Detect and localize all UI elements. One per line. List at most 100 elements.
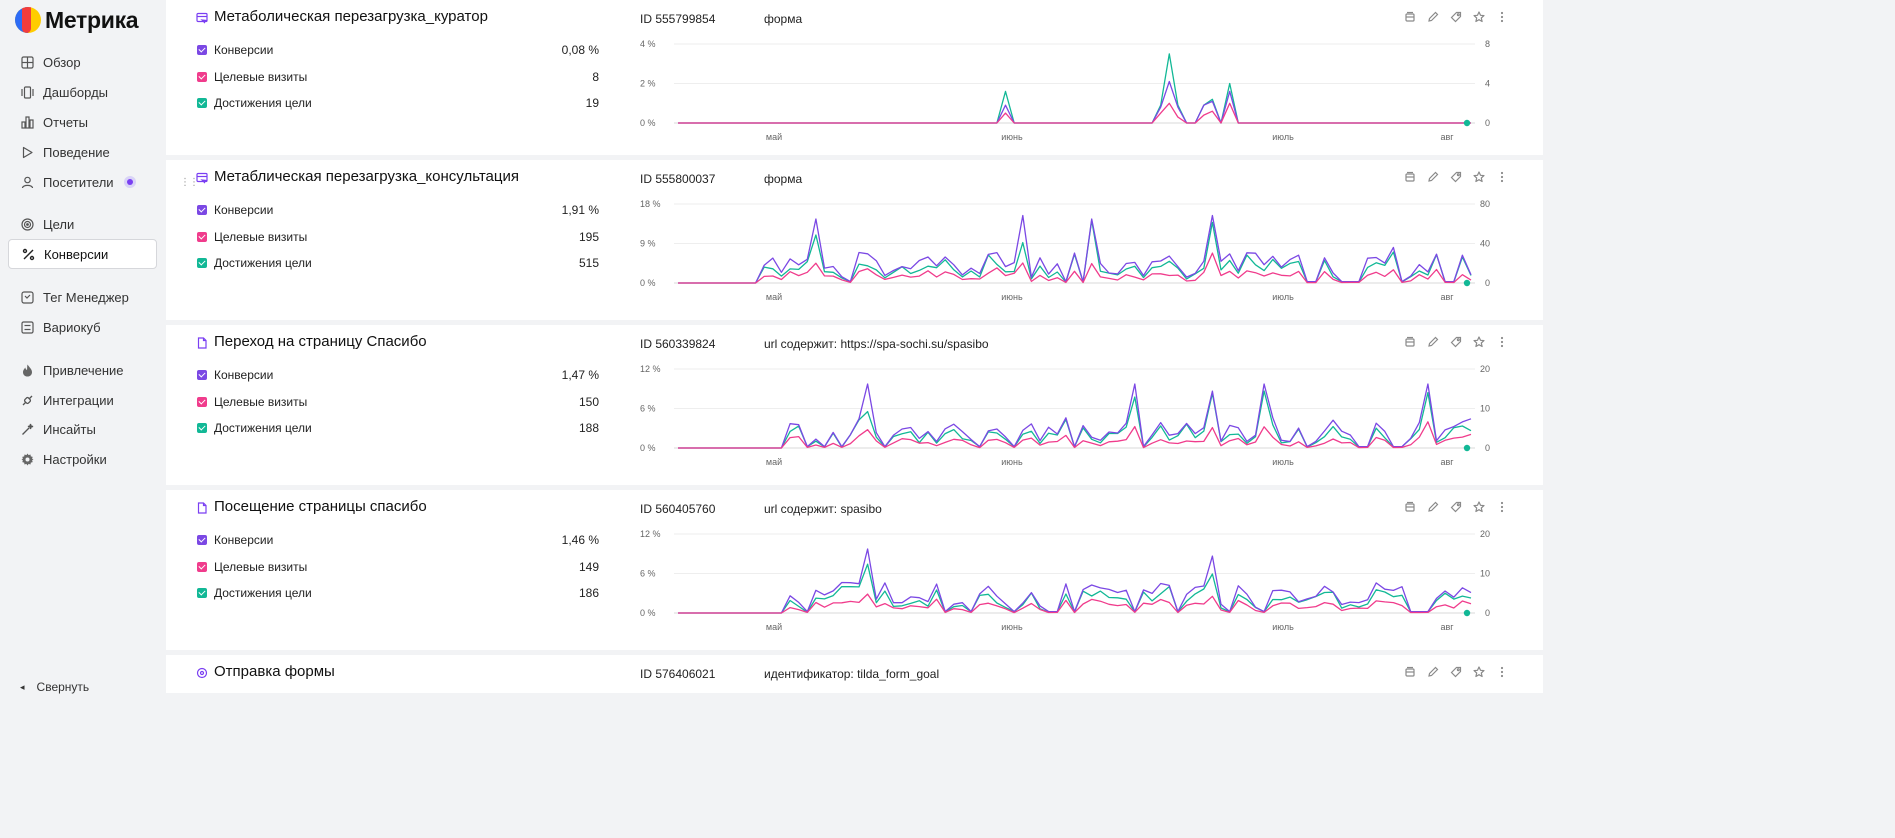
user-icon <box>20 175 34 189</box>
metric-target-visits[interactable]: Целевые визиты 149 <box>197 557 599 577</box>
goal-chart[interactable]: 12 % 20 6 % 10 0 % 0 май июнь июль авг <box>628 524 1496 631</box>
sidebar-item-label: Настройки <box>43 451 107 467</box>
sidebar-item-label: Тег Менеджер <box>43 289 129 305</box>
goal-card[interactable]: Посещение страницы спасибо ID 560405760 ur… <box>166 490 1543 650</box>
edit-icon[interactable] <box>1421 169 1444 185</box>
y-tick-left: 4 % <box>640 39 656 49</box>
goal-id: ID 555800037 <box>640 172 716 186</box>
series-achievements <box>678 53 1471 124</box>
tag-icon[interactable] <box>1444 9 1467 25</box>
checkbox-icon[interactable] <box>197 71 207 82</box>
sidebar-item-conversions[interactable]: Конверсии <box>8 239 157 269</box>
more-icon[interactable] <box>1490 334 1513 350</box>
logo-text: Метрика <box>45 6 139 33</box>
archive-icon[interactable] <box>1398 9 1421 25</box>
archive-icon[interactable] <box>1398 499 1421 515</box>
tag-icon[interactable] <box>1444 499 1467 515</box>
metric-conversion[interactable]: Конверсии 1,46 % <box>197 530 599 550</box>
series-conversion <box>678 214 1472 284</box>
goal-card[interactable]: Отправка формы ID 576406021 идентификатор:… <box>166 655 1543 693</box>
star-icon[interactable] <box>1467 334 1490 350</box>
edit-icon[interactable] <box>1421 664 1444 680</box>
y-tick-right: 40 <box>1480 239 1490 249</box>
sidebar-item-reports[interactable]: Отчеты <box>8 107 157 137</box>
tag-icon[interactable] <box>1444 334 1467 350</box>
edit-icon[interactable] <box>1421 9 1444 25</box>
checkbox-icon[interactable] <box>197 370 207 380</box>
sidebar-item-insights[interactable]: Инсайты <box>8 414 157 444</box>
goal-card[interactable]: ⋮⋮ Метаблическая перезагрузка_консультаци… <box>166 160 1543 320</box>
metric-conversion[interactable]: Конверсии 1,47 % <box>197 365 599 385</box>
tag-icon[interactable] <box>1444 664 1467 680</box>
checkbox-icon[interactable] <box>197 45 207 55</box>
star-icon[interactable] <box>1467 9 1490 25</box>
goal-chart[interactable]: 4 % 8 2 % 4 0 % 0 май июнь июль авг <box>628 34 1496 141</box>
checkbox-icon[interactable] <box>197 98 207 108</box>
goal-card[interactable]: Метаболическая перезагрузка_куратор ID 55… <box>166 0 1543 155</box>
archive-icon[interactable] <box>1398 334 1421 350</box>
metric-target-visits[interactable]: Целевые визиты 150 <box>197 392 599 412</box>
checkbox-icon[interactable] <box>197 535 207 545</box>
checkbox-icon[interactable] <box>197 396 207 407</box>
x-tick: май <box>766 622 782 631</box>
edit-icon[interactable] <box>1421 334 1444 350</box>
metric-goal-achievements[interactable]: Достижения цели 515 <box>197 253 599 273</box>
checkbox-icon[interactable] <box>197 561 207 572</box>
y-tick-right: 0 <box>1485 443 1490 453</box>
goal-title[interactable]: Метаблическая перезагрузка_консультация <box>196 168 519 185</box>
sidebar-item-variocube[interactable]: Вариокуб <box>8 312 157 342</box>
x-tick: июль <box>1272 132 1294 141</box>
y-tick-left: 6 % <box>640 404 656 414</box>
goal-actions <box>1398 664 1513 680</box>
goal-type-icon <box>196 666 208 678</box>
archive-icon[interactable] <box>1398 169 1421 185</box>
more-icon[interactable] <box>1490 169 1513 185</box>
goal-id: ID 560339824 <box>640 337 716 351</box>
metric-conversion[interactable]: Конверсии 0,08 % <box>197 40 599 60</box>
tag-icon[interactable] <box>1444 169 1467 185</box>
drag-handle-icon[interactable]: ⋮⋮ <box>180 177 199 188</box>
goal-actions <box>1398 499 1513 515</box>
sidebar-item-overview[interactable]: Обзор <box>8 47 157 77</box>
star-icon[interactable] <box>1467 169 1490 185</box>
metric-goal-achievements[interactable]: Достижения цели 188 <box>197 418 599 438</box>
sidebar-item-integrations[interactable]: Интеграции <box>8 385 157 415</box>
collapse-sidebar-button[interactable]: ◂ Свернуть <box>20 680 89 694</box>
archive-icon[interactable] <box>1398 664 1421 680</box>
checkbox-icon[interactable] <box>197 205 207 215</box>
metric-goal-achievements[interactable]: Достижения цели 19 <box>197 93 599 113</box>
metric-target-visits[interactable]: Целевые визиты 8 <box>197 67 599 87</box>
goal-title[interactable]: Метаболическая перезагрузка_куратор <box>196 8 488 25</box>
sidebar-item-tag-manager[interactable]: Тег Менеджер <box>8 282 157 312</box>
logo[interactable]: Метрика <box>15 5 139 35</box>
goal-title[interactable]: Переход на страницу Спасибо <box>197 333 427 350</box>
checkbox-icon[interactable] <box>197 423 207 433</box>
metric-target-visits[interactable]: Целевые визиты 195 <box>197 227 599 247</box>
sidebar-item-label: Цели <box>43 216 75 232</box>
sidebar-item-goals[interactable]: Цели <box>8 209 157 239</box>
star-icon[interactable] <box>1467 499 1490 515</box>
goal-chart[interactable]: 12 % 20 6 % 10 0 % 0 май июнь июль авг <box>628 359 1496 466</box>
sidebar-item-settings[interactable]: Настройки <box>8 444 157 474</box>
checkbox-icon[interactable] <box>197 258 207 268</box>
checkbox-icon[interactable] <box>197 588 207 598</box>
star-icon[interactable] <box>1467 664 1490 680</box>
checkbox-icon[interactable] <box>197 231 207 242</box>
sidebar-item-behavior[interactable]: Поведение <box>8 137 157 167</box>
y-tick-right: 20 <box>1480 364 1490 374</box>
more-icon[interactable] <box>1490 664 1513 680</box>
goal-title[interactable]: Отправка формы <box>196 663 335 680</box>
goal-id: ID 555799854 <box>640 12 716 26</box>
sidebar-item-dashboards[interactable]: Дашборды <box>8 77 157 107</box>
more-icon[interactable] <box>1490 9 1513 25</box>
sidebar-item-acquisition[interactable]: Привлечение <box>8 355 157 385</box>
sidebar-item-visitors[interactable]: Посетители <box>8 167 157 197</box>
metric-conversion[interactable]: Конверсии 1,91 % <box>197 200 599 220</box>
metric-goal-achievements[interactable]: Достижения цели 186 <box>197 583 599 603</box>
y-tick-left: 12 % <box>640 529 661 539</box>
goal-card[interactable]: Переход на страницу Спасибо ID 560339824 u… <box>166 325 1543 485</box>
edit-icon[interactable] <box>1421 499 1444 515</box>
goal-chart[interactable]: 18 % 80 9 % 40 0 % 0 май июнь июль авг <box>628 194 1496 301</box>
goal-title[interactable]: Посещение страницы спасибо <box>197 498 427 515</box>
more-icon[interactable] <box>1490 499 1513 515</box>
